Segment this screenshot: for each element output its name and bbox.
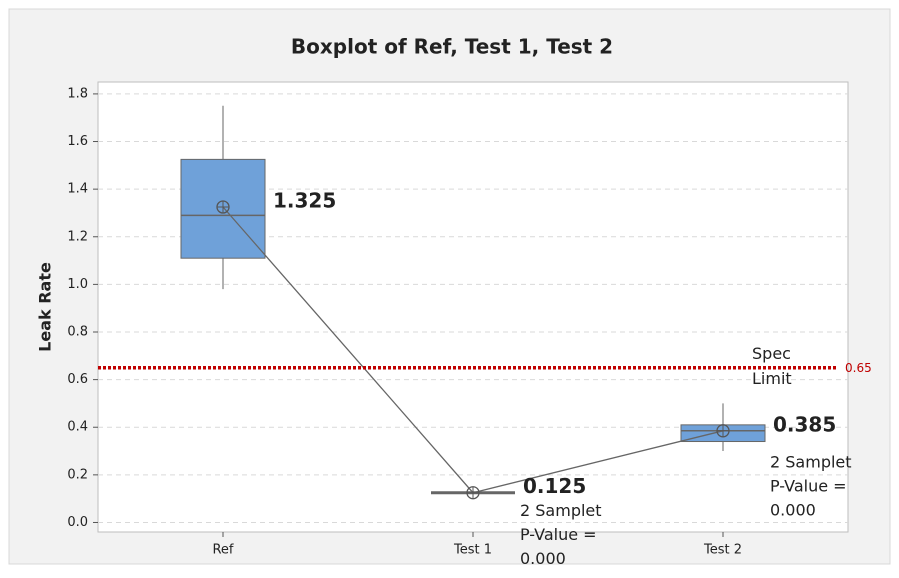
annotation: P-Value = [770, 476, 847, 495]
y-tick-label: 0.6 [67, 372, 88, 387]
mean-label: 1.325 [273, 189, 336, 213]
y-tick-label: 0.0 [67, 515, 88, 530]
reference-label: Limit [752, 369, 792, 388]
mean-cross [217, 201, 229, 213]
reference-value: 0.65 [845, 361, 872, 375]
plot-area [97, 81, 849, 533]
annotation: 2 Samplet [520, 501, 602, 520]
reference-label: Spec [752, 344, 791, 363]
y-tick-label: 1.8 [67, 86, 88, 101]
y-tick-label: 1.0 [67, 277, 88, 292]
mean-label: 0.385 [773, 412, 836, 436]
mean-cross [467, 486, 479, 499]
y-tick-label: 0.4 [67, 420, 88, 435]
y-tick-label: 1.6 [67, 134, 88, 149]
y-tick-label: 0.2 [67, 467, 88, 482]
chart-title: Boxplot of Ref, Test 1, Test 2 [291, 35, 613, 59]
annotation: P-Value = [520, 525, 597, 544]
mean-label: 0.125 [523, 474, 586, 498]
annotation: 0.000 [520, 549, 566, 568]
mean-cross [717, 424, 729, 437]
annotation: 2 Samplet [770, 452, 852, 471]
y-tick-label: 1.2 [67, 229, 88, 244]
x-tick-label: Ref [212, 543, 233, 558]
y-axis-label: Leak Rate [36, 262, 55, 352]
x-tick-label: Test 1 [453, 543, 492, 558]
y-tick-label: 1.4 [67, 182, 88, 197]
x-tick-label: Test 2 [703, 543, 742, 558]
box [180, 158, 266, 259]
annotation: 0.000 [770, 500, 816, 519]
y-tick-label: 0.8 [67, 325, 88, 340]
